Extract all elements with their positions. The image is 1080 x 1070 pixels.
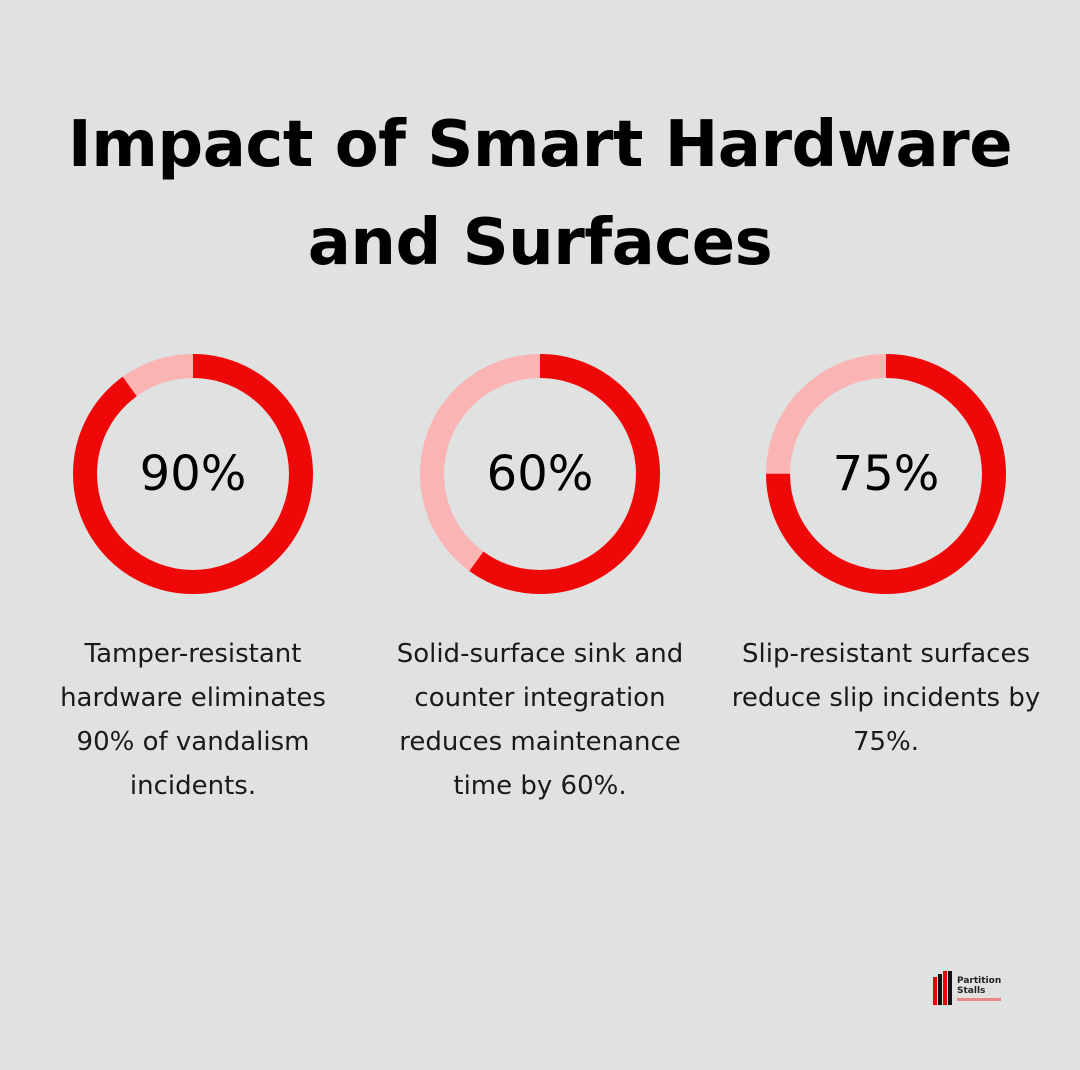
stat-value: 75% [832, 446, 940, 502]
title-line-2: and Surfaces [307, 206, 773, 280]
page-title: Impact of Smart Hardware and Surfaces [0, 96, 1080, 292]
stat-description: Tamper-resistant hardware eliminates 90%… [60, 639, 326, 801]
logo-tagline-bar [957, 997, 1001, 1001]
stat-card-slip: 75% Slip-resistant surfaces reduce slip … [716, 352, 1056, 764]
donut-chart: 60% [418, 352, 662, 596]
donut-chart: 90% [71, 352, 315, 596]
stat-value: 90% [139, 446, 247, 502]
title-line-1: Impact of Smart Hardware [67, 108, 1013, 182]
stat-description: Slip-resistant surfaces reduce slip inci… [731, 639, 1041, 757]
logo-wordmark: Partition Stalls [957, 976, 1001, 1001]
progress-ring [420, 354, 660, 594]
stat-description: Solid-surface sink and counter integrati… [396, 639, 684, 801]
brand-logo: Partition Stalls [933, 971, 1001, 1005]
stat-card-maintenance: 60% Solid-surface sink and counter integ… [370, 352, 710, 808]
donut-chart: 75% [764, 352, 1008, 596]
stat-value: 60% [486, 446, 594, 502]
stat-card-vandalism: 90% Tamper-resistant hardware eliminates… [23, 352, 363, 808]
progress-ring [73, 354, 313, 594]
partition-stalls-logo-icon [933, 971, 952, 1005]
progress-ring [766, 354, 1006, 594]
